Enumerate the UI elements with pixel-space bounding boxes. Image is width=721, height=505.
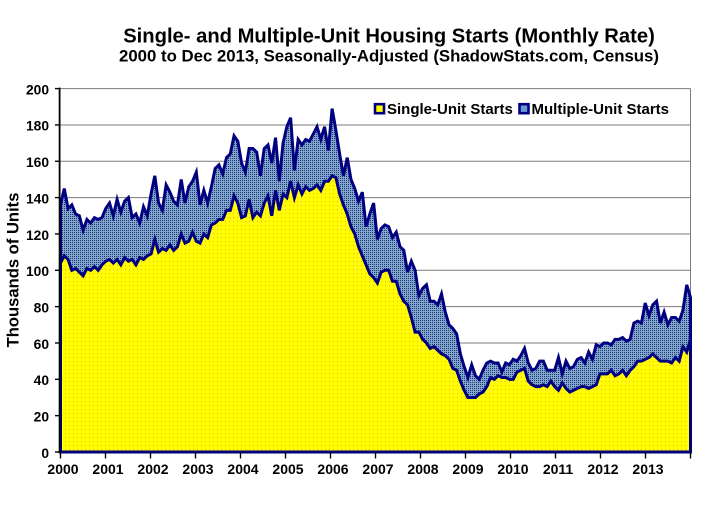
svg-text:40: 40 [34, 373, 50, 388]
svg-text:2011: 2011 [543, 461, 574, 477]
svg-text:2012: 2012 [587, 461, 618, 477]
svg-text:2000: 2000 [47, 461, 78, 477]
svg-text:200: 200 [26, 82, 49, 97]
svg-text:2013: 2013 [632, 461, 663, 477]
svg-text:Thousands of Units: Thousands of Units [3, 193, 22, 348]
svg-text:120: 120 [26, 228, 49, 243]
svg-text:2006: 2006 [317, 461, 348, 477]
svg-text:20: 20 [34, 409, 50, 424]
svg-text:80: 80 [34, 300, 50, 315]
svg-text:2009: 2009 [452, 461, 483, 477]
svg-text:2003: 2003 [182, 461, 213, 477]
svg-text:2000 to Dec 2013, Seasonally-A: 2000 to Dec 2013, Seasonally-Adjusted (S… [119, 46, 659, 65]
svg-text:2004: 2004 [227, 461, 258, 477]
svg-text:2002: 2002 [137, 461, 168, 477]
svg-text:Single-Unit Starts: Single-Unit Starts [387, 101, 513, 118]
svg-text:60: 60 [34, 337, 50, 352]
svg-text:2001: 2001 [92, 461, 123, 477]
svg-text:Single- and Multiple-Unit Hous: Single- and Multiple-Unit Housing Starts… [123, 26, 655, 48]
svg-text:2010: 2010 [497, 461, 528, 477]
svg-text:2008: 2008 [407, 461, 438, 477]
svg-text:2005: 2005 [272, 461, 303, 477]
svg-text:180: 180 [26, 119, 49, 134]
svg-text:2007: 2007 [362, 461, 393, 477]
svg-text:0: 0 [41, 446, 49, 461]
svg-text:100: 100 [26, 264, 49, 279]
svg-text:140: 140 [26, 191, 49, 206]
svg-text:Multiple-Unit Starts: Multiple-Unit Starts [532, 101, 670, 118]
svg-text:160: 160 [26, 155, 49, 170]
